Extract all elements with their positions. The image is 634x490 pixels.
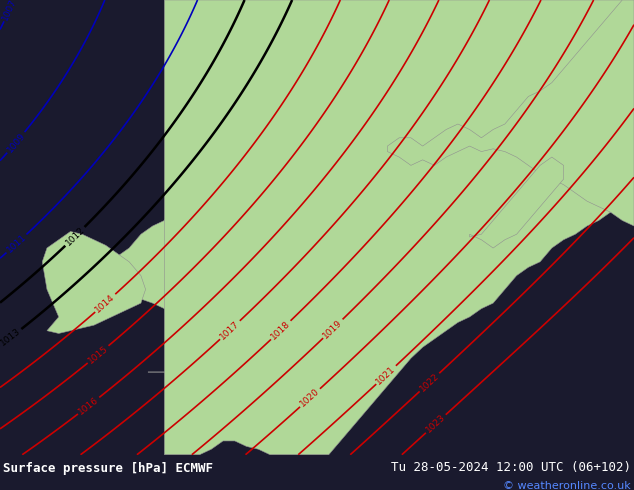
Polygon shape [470, 157, 564, 248]
Text: 1013: 1013 [0, 327, 23, 348]
Text: 1018: 1018 [269, 319, 292, 342]
Text: 1014: 1014 [94, 292, 117, 314]
Text: 1015: 1015 [86, 343, 110, 365]
Text: 1021: 1021 [375, 364, 398, 386]
Text: © weatheronline.co.uk: © weatheronline.co.uk [503, 481, 631, 490]
Polygon shape [99, 124, 329, 375]
Text: 1012: 1012 [63, 225, 86, 247]
Text: 1007: 1007 [1, 0, 18, 22]
Polygon shape [164, 0, 634, 455]
Text: 1009: 1009 [5, 131, 27, 154]
Text: 1022: 1022 [418, 371, 441, 393]
Polygon shape [42, 231, 146, 334]
Text: 1017: 1017 [219, 319, 242, 341]
Text: 1011: 1011 [5, 233, 28, 255]
Text: 1020: 1020 [299, 387, 321, 409]
Text: 1019: 1019 [321, 318, 344, 340]
Text: 1016: 1016 [77, 395, 100, 416]
Polygon shape [387, 0, 634, 226]
Text: 1023: 1023 [424, 413, 447, 435]
Text: Surface pressure [hPa] ECMWF: Surface pressure [hPa] ECMWF [3, 462, 213, 475]
Text: Tu 28-05-2024 12:00 UTC (06+102): Tu 28-05-2024 12:00 UTC (06+102) [391, 461, 631, 473]
